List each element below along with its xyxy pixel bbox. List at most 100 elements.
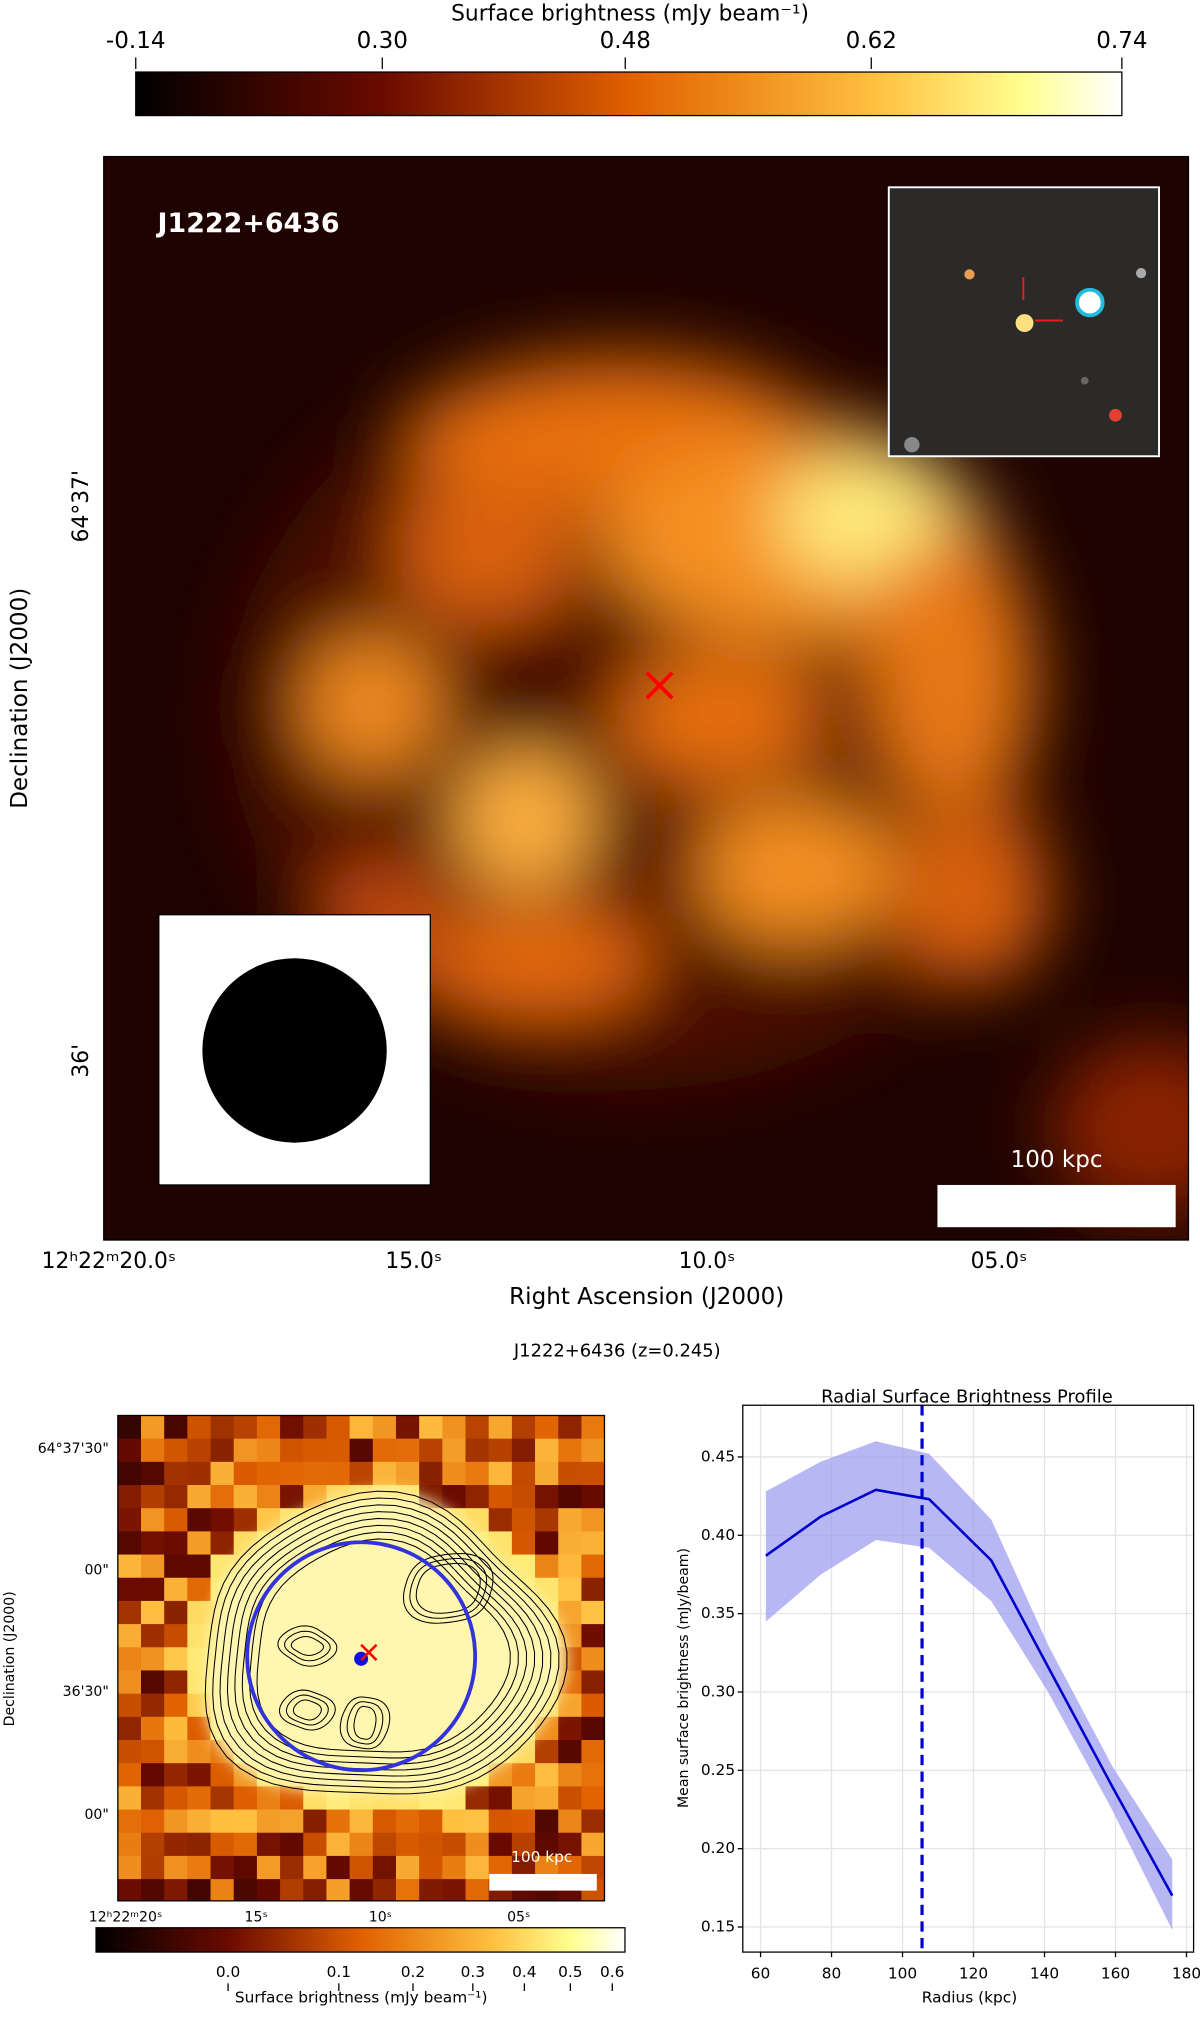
pixel <box>581 1670 605 1695</box>
pixel <box>233 1438 258 1463</box>
y-tick-label: 0.15 <box>701 1918 735 1936</box>
chart-title: Radial Surface Brightness Profile <box>821 1387 1113 1408</box>
scale-bar <box>489 1873 597 1891</box>
pixel <box>210 1855 235 1880</box>
pixel <box>117 1600 142 1625</box>
pixel <box>372 1438 397 1463</box>
pixel <box>210 1763 235 1788</box>
x-tick-label: 100 <box>888 1964 917 1982</box>
pixel <box>164 1670 189 1695</box>
emission-region <box>205 1491 567 1794</box>
pixel <box>326 1832 351 1857</box>
colorbar-label: Surface brightness (mJy beam⁻¹) <box>235 1989 488 2007</box>
aperture-circle <box>245 1540 478 1773</box>
pixel <box>117 1786 142 1811</box>
pixel <box>558 1485 583 1509</box>
pixel <box>210 1415 235 1440</box>
x-tick-label: 140 <box>1030 1964 1059 1982</box>
pixel <box>141 1508 165 1533</box>
pixel <box>535 1485 559 1509</box>
y-tick-label: 0.35 <box>701 1604 735 1622</box>
pixel <box>465 1438 490 1463</box>
pixel <box>511 1832 536 1857</box>
pixel <box>511 1438 536 1463</box>
pixel <box>187 1531 212 1556</box>
pixel <box>535 1508 559 1533</box>
pixel <box>395 1879 420 1901</box>
pixel <box>581 1554 605 1579</box>
pixel <box>141 1647 165 1672</box>
colorbar <box>95 1927 626 1953</box>
pixel <box>187 1624 212 1648</box>
pixel <box>511 1763 536 1788</box>
pixel <box>395 1809 420 1834</box>
colorbar-tick-label: 0.2 <box>401 1963 425 1981</box>
pixel <box>187 1600 212 1625</box>
pixel <box>419 1832 443 1857</box>
pixel <box>535 1855 559 1880</box>
pixel <box>187 1879 212 1901</box>
pixel <box>210 1461 235 1486</box>
pixel <box>233 1461 258 1486</box>
pixel <box>465 1461 490 1486</box>
pixel <box>187 1855 212 1880</box>
pixel <box>187 1809 212 1834</box>
pixel <box>558 1855 583 1880</box>
pixel <box>581 1415 605 1440</box>
pixel <box>256 1832 281 1857</box>
pixel <box>581 1786 605 1811</box>
pixel <box>303 1461 328 1486</box>
scale-bar-label: 100 kpc <box>511 1848 572 1866</box>
pixel <box>141 1740 165 1764</box>
colorbar-tick-label: 0.6 <box>600 1963 624 1981</box>
pixel <box>511 1531 536 1556</box>
contour <box>219 1504 552 1783</box>
y-axis-label: Mean surface brightness (mJy/beam) <box>676 1548 692 1808</box>
pixel <box>395 1415 420 1440</box>
colorbar-tick-label: 0.3 <box>461 1963 485 1981</box>
pixel <box>141 1485 165 1509</box>
map-frame <box>117 1414 606 1902</box>
map-axes: 12ʰ22ᵐ20ˢ 15ˢ 10ˢ 05ˢ 64°37'30" 00" 36'30" 00" <box>38 1441 531 1926</box>
colorbar-label: Surface brightness (mJy beam⁻¹) <box>451 1 809 26</box>
pixel <box>303 1879 328 1901</box>
pixel <box>233 1809 258 1834</box>
pixel <box>187 1577 212 1602</box>
pixel <box>164 1855 189 1880</box>
pixel <box>442 1879 467 1901</box>
pixel <box>395 1438 420 1463</box>
pixel <box>210 1485 235 1509</box>
pixel <box>164 1438 189 1463</box>
pixel <box>419 1855 443 1880</box>
pixel <box>164 1763 189 1788</box>
pixel <box>117 1740 142 1764</box>
pixel <box>280 1879 304 1901</box>
pixel <box>187 1740 212 1764</box>
x-tick-label: 120 <box>959 1964 988 1982</box>
y-tick-label: 36'30" <box>63 1684 109 1700</box>
pixel <box>117 1832 142 1857</box>
pixel <box>488 1531 513 1556</box>
pixel <box>511 1554 536 1579</box>
pixel <box>372 1879 397 1901</box>
contour <box>278 1689 336 1731</box>
pixel <box>117 1879 142 1901</box>
pixel <box>256 1508 281 1533</box>
beam <box>158 914 431 1186</box>
pixel <box>303 1438 328 1463</box>
colorbar-ticks: -0.14 0.30 0.48 0.62 0.74 <box>106 28 1148 69</box>
pixel <box>488 1508 513 1533</box>
pixel <box>141 1577 165 1602</box>
pixel <box>164 1786 189 1811</box>
pixel <box>511 1809 536 1834</box>
colorbar-tick-label: 0.1 <box>327 1963 351 1981</box>
x-tick-label: 10ˢ <box>369 1910 392 1926</box>
pixel <box>395 1855 420 1880</box>
y-tick-label: 0.45 <box>701 1447 735 1465</box>
pixel <box>164 1415 189 1440</box>
pixel <box>187 1832 212 1857</box>
pixel <box>349 1855 374 1880</box>
pixel <box>141 1554 165 1579</box>
pixel <box>372 1461 397 1486</box>
x-tick-label: 160 <box>1101 1964 1130 1982</box>
